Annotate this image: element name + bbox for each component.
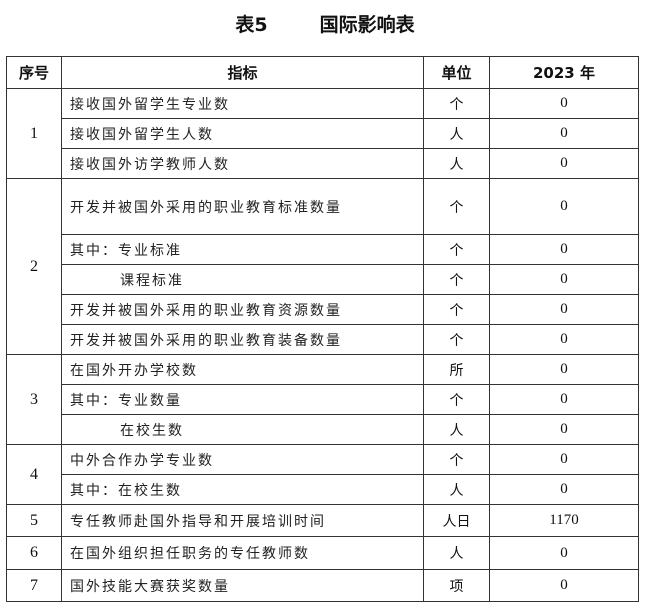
table-row: 在校生数人 0: [7, 414, 639, 445]
value-cell: 0: [489, 324, 639, 355]
unit-cell: 人: [423, 118, 490, 149]
table-row: 7 国外技能大赛获奖数量项 0: [6, 569, 639, 602]
indicator-cell: 接收国外留学生人数: [61, 118, 424, 149]
value-cell: 0: [489, 536, 639, 570]
unit-cell: 个: [423, 264, 490, 295]
value-cell: 0: [489, 234, 639, 265]
value-cell: 0: [489, 294, 639, 325]
indicator-cell: 中外合作办学专业数: [61, 444, 424, 475]
indicator-cell: 在国外组织担任职务的专任教师数: [61, 536, 424, 570]
value-cell: 1170: [489, 504, 639, 537]
indicator-cell: 接收国外访学教师人数: [61, 148, 424, 179]
table-row: 1 接收国外留学生专业数个 0: [6, 88, 639, 179]
table-number: 表5: [235, 14, 268, 36]
indicator-cell: 在校生数: [61, 414, 424, 445]
seq-cell: 6: [6, 536, 62, 570]
table-row: 其中：专业数量个 0: [7, 384, 639, 415]
unit-cell: 个: [423, 234, 490, 265]
table-row: 接收国外访学教师人数人 0: [7, 148, 639, 179]
indicator-cell: 其中：在校生数: [61, 474, 424, 505]
unit-cell: 个: [423, 88, 490, 119]
international-influence-table: 序号 指标 单位 2023 年 1 接收国外留学生专业数个 0 接收国外留学生人数人 0…: [6, 56, 639, 602]
indicator-cell: 其中：专业数量: [61, 384, 424, 415]
unit-cell: 个: [423, 294, 490, 325]
value-cell: 0: [489, 264, 639, 295]
value-cell: 0: [489, 148, 639, 179]
value-cell: 0: [489, 88, 639, 119]
seq-cell: 4: [6, 444, 62, 505]
indicator-cell: 开发并被国外采用的职业教育装备数量: [61, 324, 424, 355]
unit-cell: 所: [423, 354, 490, 385]
table-row: 3 在国外开办学校数所 0: [6, 354, 639, 445]
header-seq: 序号: [6, 56, 62, 89]
indicator-cell: 在国外开办学校数: [61, 354, 424, 385]
unit-cell: 人: [423, 474, 490, 505]
unit-cell: 个: [423, 444, 490, 475]
unit-cell: 项: [423, 569, 490, 602]
value-cell: 0: [489, 118, 639, 149]
table-row: 其中：专业标准个 0: [7, 234, 639, 265]
value-cell: 0: [489, 474, 639, 505]
table-row: 2 开发并被国外采用的职业教育标准数量个 0: [6, 178, 639, 355]
table-row: 课程标准个 0: [7, 264, 639, 295]
header-row: 序号 指标 单位 2023 年: [6, 56, 639, 89]
table-row: 其中：在校生数人 0: [7, 474, 639, 505]
indicator-cell: 其中：专业标准: [61, 234, 424, 265]
unit-cell: 个: [423, 178, 490, 235]
table-name: 国际影响表: [319, 14, 415, 36]
seq-cell: 1: [6, 88, 62, 179]
indicator-cell: 开发并被国外采用的职业教育资源数量: [61, 294, 424, 325]
seq-cell: 5: [6, 504, 62, 537]
table-row: 5 专任教师赴国外指导和开展培训时间 人日 1170: [6, 504, 639, 537]
indicator-cell: 课程标准: [61, 264, 424, 295]
value-cell: 0: [489, 354, 639, 385]
value-cell: 0: [489, 384, 639, 415]
indicator-cell: 开发并被国外采用的职业教育标准数量: [61, 178, 424, 235]
unit-cell: 人: [423, 536, 490, 570]
unit-cell: 人: [423, 148, 490, 179]
seq-cell: 2: [6, 178, 62, 355]
indicator-cell: 国外技能大赛获奖数量: [61, 569, 424, 602]
table-row: 4 中外合作办学专业数个 0: [6, 444, 639, 505]
table-row: 6 在国外组织担任职务的专任教师数人 0: [6, 536, 639, 570]
value-cell: 0: [489, 414, 639, 445]
unit-cell: 个: [423, 324, 490, 355]
seq-cell: 3: [6, 354, 62, 445]
header-unit: 单位: [423, 56, 490, 89]
table-title: 表5 国际影响表: [0, 10, 650, 37]
header-indicator: 指标: [61, 56, 424, 89]
value-cell: 0: [489, 444, 639, 475]
indicator-cell: 专任教师赴国外指导和开展培训时间: [61, 504, 424, 537]
value-cell: 0: [489, 569, 639, 602]
indicator-cell: 接收国外留学生专业数: [61, 88, 424, 119]
seq-cell: 7: [6, 569, 62, 602]
value-cell: 0: [489, 178, 639, 235]
header-year: 2023 年: [489, 56, 639, 89]
unit-cell: 人: [423, 414, 490, 445]
unit-cell: 个: [423, 384, 490, 415]
unit-cell: 人日: [423, 504, 490, 537]
table-row: 接收国外留学生人数人 0: [7, 118, 639, 149]
table-row: 开发并被国外采用的职业教育装备数量个 0: [7, 324, 639, 355]
table-row: 开发并被国外采用的职业教育资源数量个 0: [7, 294, 639, 325]
